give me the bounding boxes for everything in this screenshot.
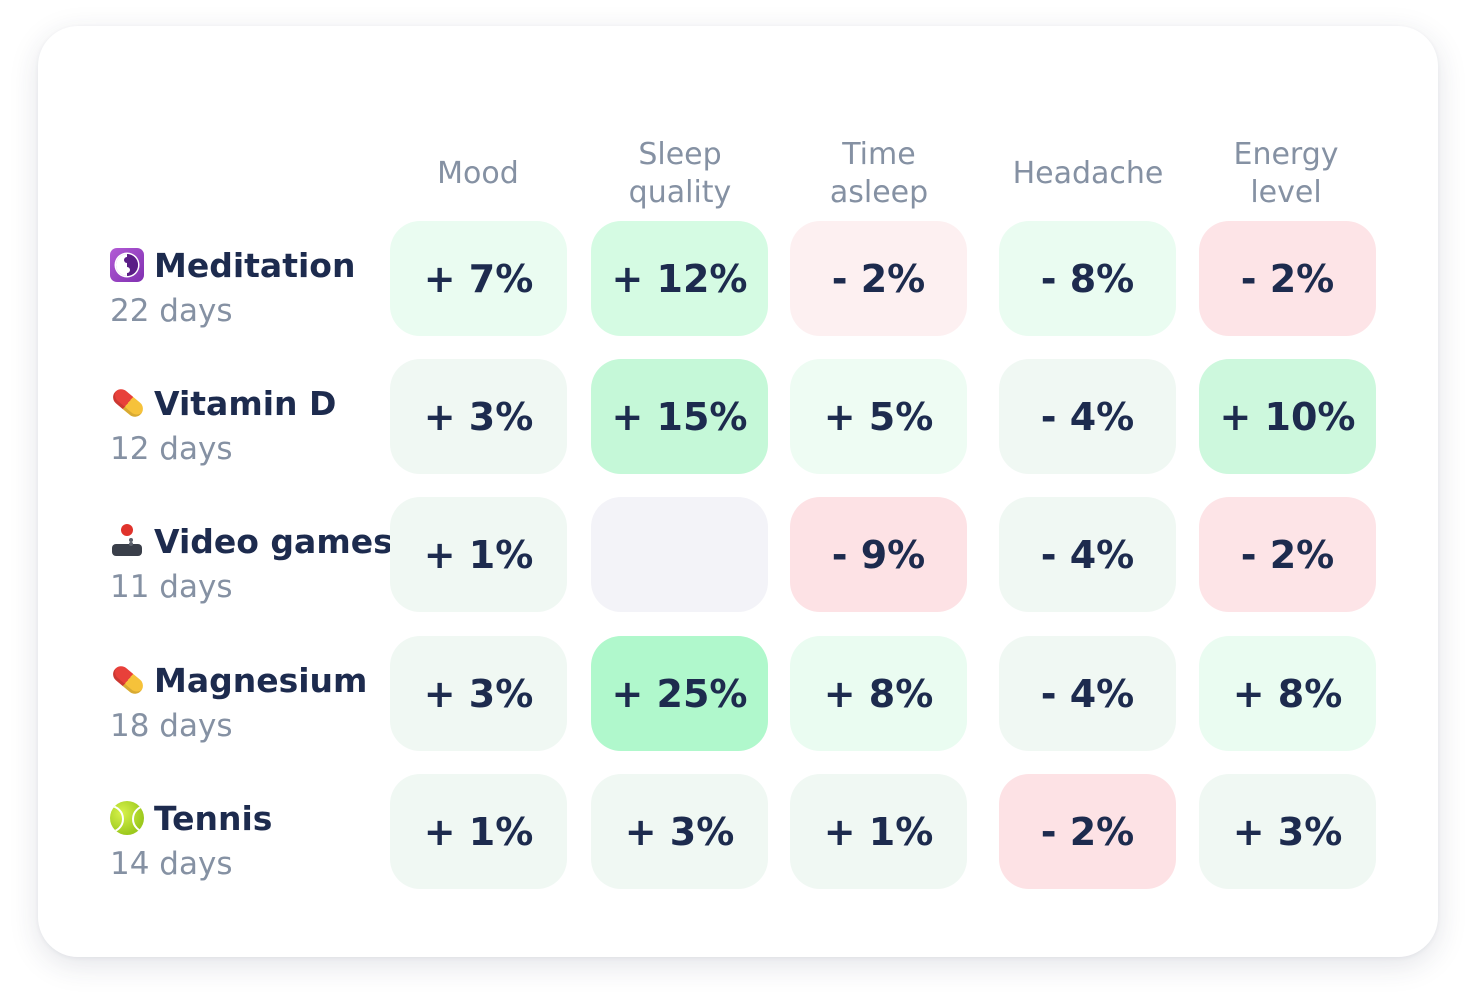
row-title: Magnesium xyxy=(110,658,410,702)
column-header: Headache xyxy=(1012,155,1164,191)
row-label: Magnesium 18 days xyxy=(110,658,410,745)
column-header: Energy level xyxy=(1233,136,1339,210)
habit-name: Tennis xyxy=(154,798,273,838)
habit-days: 12 days xyxy=(110,431,233,467)
row-label: Vitamin D 12 days xyxy=(110,381,410,468)
row-label: Meditation 22 days xyxy=(110,243,410,329)
correlation-cell: + 3% xyxy=(390,359,567,474)
correlation-cell: + 3% xyxy=(390,636,567,751)
correlation-cell: + 3% xyxy=(1199,774,1376,889)
habit-days: 18 days xyxy=(110,708,233,744)
habit-days: 22 days xyxy=(110,293,233,329)
correlation-cell: + 1% xyxy=(390,497,567,612)
correlation-cell: - 2% xyxy=(1199,497,1376,612)
correlation-cell: + 8% xyxy=(790,636,967,751)
column-header: Sleep quality xyxy=(628,136,732,210)
row-label: Video games 11 days xyxy=(110,519,410,606)
habit-name: Magnesium xyxy=(154,660,368,700)
correlation-cell: - 9% xyxy=(790,497,967,612)
row-label: Tennis 14 days xyxy=(110,796,410,882)
correlation-cell xyxy=(591,497,768,612)
correlation-cell: + 12% xyxy=(591,221,768,336)
correlation-cell: + 1% xyxy=(790,774,967,889)
correlation-cell: - 2% xyxy=(790,221,967,336)
habit-name: Vitamin D xyxy=(154,383,337,423)
correlation-card: Mood Sleep quality Time asleep Headache Ener… xyxy=(38,26,1438,957)
pill-icon xyxy=(110,386,144,420)
correlation-cell: + 5% xyxy=(790,359,967,474)
column-header: Mood xyxy=(437,155,519,191)
correlation-cell: + 10% xyxy=(1199,359,1376,474)
joystick-icon xyxy=(110,524,144,558)
habit-name: Video games xyxy=(154,521,393,561)
correlation-cell: - 8% xyxy=(999,221,1176,336)
yin-yang-icon xyxy=(110,248,144,282)
correlation-cell: + 15% xyxy=(591,359,768,474)
column-header: Time asleep xyxy=(829,136,929,210)
correlation-cell: + 7% xyxy=(390,221,567,336)
row-title: Meditation xyxy=(110,243,410,287)
pill-icon xyxy=(110,663,144,697)
correlation-cell: - 4% xyxy=(999,636,1176,751)
correlation-cell: - 2% xyxy=(999,774,1176,889)
correlation-cell: + 3% xyxy=(591,774,768,889)
correlation-cell: - 4% xyxy=(999,497,1176,612)
correlation-cell: + 8% xyxy=(1199,636,1376,751)
correlation-cell: + 1% xyxy=(390,774,567,889)
correlation-cell: - 4% xyxy=(999,359,1176,474)
habit-name: Meditation xyxy=(154,245,356,285)
row-title: Tennis xyxy=(110,796,410,840)
correlation-cell: - 2% xyxy=(1199,221,1376,336)
tennis-ball-icon xyxy=(110,801,144,835)
row-title: Video games xyxy=(110,519,410,563)
habit-days: 14 days xyxy=(110,846,233,882)
row-title: Vitamin D xyxy=(110,381,410,425)
habit-days: 11 days xyxy=(110,569,233,605)
correlation-cell: + 25% xyxy=(591,636,768,751)
